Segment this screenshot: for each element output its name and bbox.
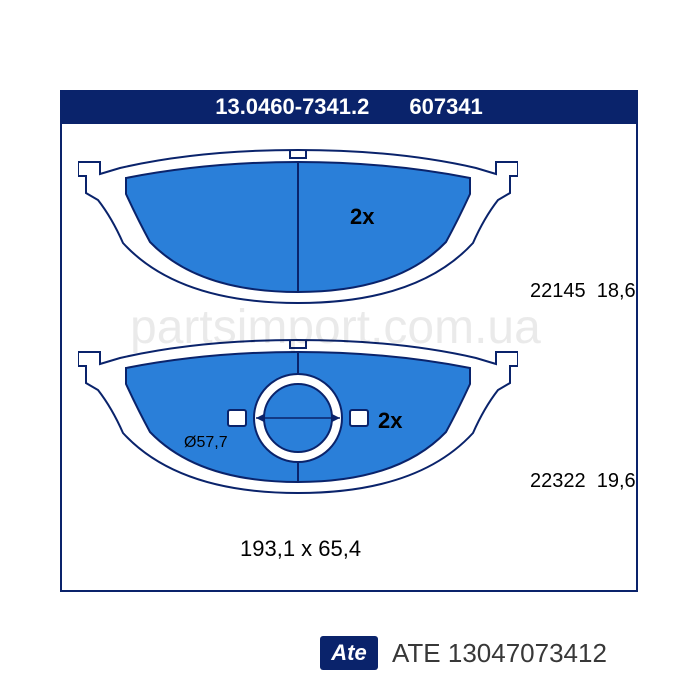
pad-top-side-label: 22145 18,6 — [530, 280, 636, 303]
header-part-2: 607341 — [409, 94, 482, 120]
header-part-1: 13.0460-7341.2 — [215, 94, 369, 120]
brake-pad-bottom: 2x Ø57,7 — [78, 338, 518, 498]
brand-logo-text: Ate — [331, 640, 366, 666]
pad-bottom-qty: 2x — [378, 408, 402, 434]
pad-top-qty: 2x — [350, 204, 374, 230]
bottom-dimension: 193,1 x 65,4 — [240, 536, 361, 562]
pad-bottom-svg — [78, 338, 518, 498]
pad-bottom-side-label: 22322 19,6 — [530, 470, 636, 493]
header-bar: 13.0460-7341.2 607341 — [60, 90, 638, 124]
pad-top-svg — [78, 148, 518, 308]
pad-bottom-diameter: Ø57,7 — [184, 434, 228, 452]
brake-pad-top: 2x — [78, 148, 518, 308]
logo-area: Ate ATE 13047073412 — [320, 636, 607, 670]
part-code: ATE 13047073412 — [392, 638, 607, 669]
brand-logo: Ate — [320, 636, 378, 670]
